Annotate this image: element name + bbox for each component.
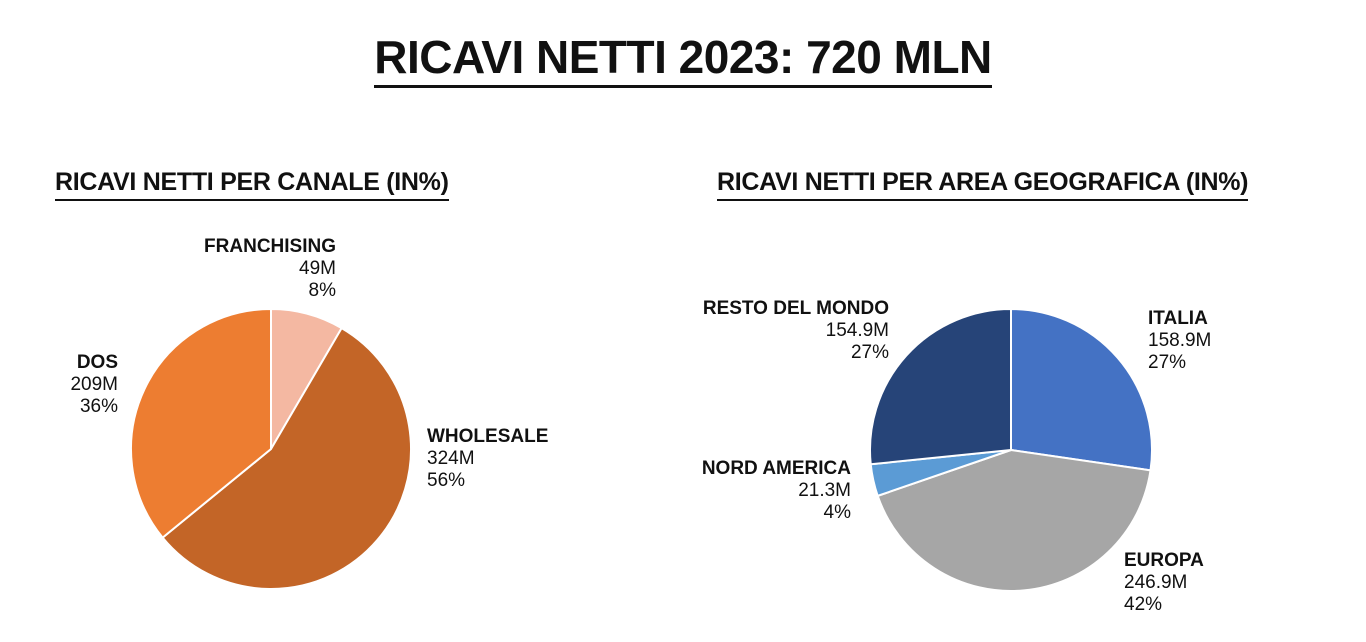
label-resto-del-mondo: RESTO DEL MONDO 154.9M 27% — [640, 298, 889, 364]
label-wholesale: WHOLESALE 324M 56% — [427, 426, 548, 492]
label-nord-america-value: 21.3M — [798, 480, 851, 501]
label-wholesale-name: WHOLESALE — [427, 426, 549, 447]
geo-chart-title: RICAVI NETTI PER AREA GEOGRAFICA (IN%) — [717, 168, 1249, 201]
channel-chart-title: RICAVI NETTI PER CANALE (IN%) — [55, 168, 449, 201]
label-resto-del-mondo-percent: 27% — [850, 342, 889, 363]
geo-slice-europa — [876, 449, 1152, 592]
main-title-wrap: RICAVI NETTI 2023: 720 MLN — [0, 30, 1366, 88]
label-nord-america: NORD AMERICA 21.3M 4% — [640, 458, 851, 524]
channel-slice-wholesale — [161, 327, 412, 590]
label-resto-del-mondo-value: 154.9M — [825, 320, 889, 341]
label-dos: DOS 209M 36% — [20, 352, 118, 418]
label-wholesale-percent: 56% — [427, 470, 466, 491]
label-franchising-name: FRANCHISING — [204, 236, 336, 257]
label-europa-name: EUROPA — [1124, 550, 1204, 571]
label-franchising: FRANCHISING 49M 8% — [150, 236, 336, 302]
geo-slice-resto-del-mondo — [869, 308, 1012, 466]
label-italia: ITALIA 158.9M 27% — [1148, 308, 1211, 374]
label-nord-america-name: NORD AMERICA — [701, 458, 851, 479]
label-nord-america-percent: 4% — [823, 502, 851, 523]
label-dos-name: DOS — [76, 352, 118, 373]
label-dos-percent: 36% — [79, 396, 118, 417]
label-italia-name: ITALIA — [1148, 308, 1208, 329]
label-wholesale-value: 324M — [427, 448, 475, 469]
geo-slice-italia — [1010, 308, 1153, 472]
label-italia-value: 158.9M — [1148, 330, 1212, 351]
channel-slice-dos — [130, 308, 272, 539]
label-franchising-value: 49M — [299, 258, 336, 279]
label-europa: EUROPA 246.9M 42% — [1124, 550, 1204, 616]
label-europa-value: 246.9M — [1124, 572, 1188, 593]
label-europa-percent: 42% — [1124, 594, 1163, 615]
main-title: RICAVI NETTI 2023: 720 MLN — [374, 31, 992, 88]
label-dos-value: 209M — [70, 374, 118, 395]
label-resto-del-mondo-name: RESTO DEL MONDO — [702, 298, 889, 319]
label-franchising-percent: 8% — [308, 280, 336, 301]
label-italia-percent: 27% — [1148, 352, 1187, 373]
